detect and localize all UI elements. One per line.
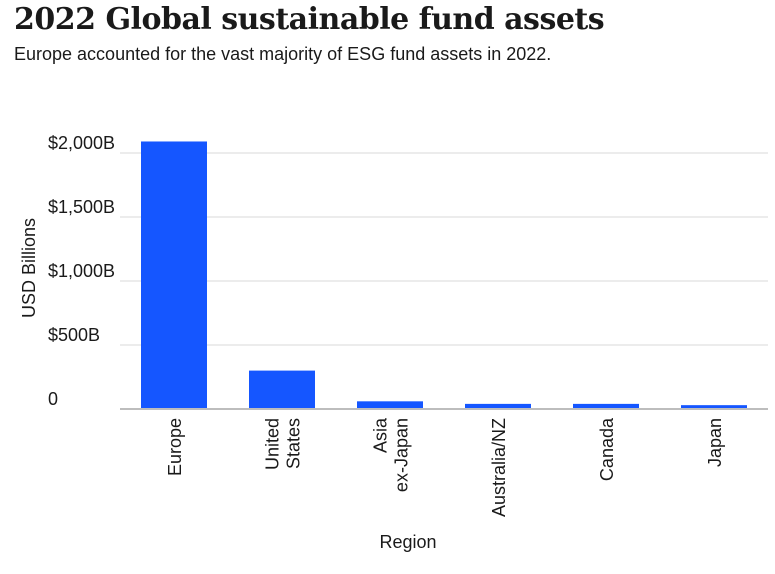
- chart-subtitle: Europe accounted for the vast majority o…: [14, 44, 552, 64]
- y-tick-labels: 0 $500B $1,000B $1,500B $2,000B: [48, 133, 115, 409]
- x-tick-label: United: [263, 418, 283, 470]
- x-tick-label: Asia: [371, 417, 391, 453]
- y-axis-label: USD Billions: [19, 218, 39, 318]
- x-tick-label: Japan: [705, 418, 725, 467]
- bar: [141, 141, 207, 410]
- bars: [141, 141, 747, 410]
- x-tick-labels: Europe United States Asia ex-Japan Australia/…: [165, 417, 725, 517]
- y-tick-label: $1,500B: [48, 197, 115, 217]
- bar: [573, 403, 639, 409]
- y-tick-label: $2,000B: [48, 133, 115, 153]
- chart-title: 2022 Global sustainable fund assets: [14, 2, 605, 37]
- x-tick-label: States: [284, 418, 304, 469]
- bar: [465, 403, 531, 409]
- x-axis-label: Region: [379, 532, 436, 552]
- x-tick-label: Australia/NZ: [489, 418, 509, 517]
- y-tick-label: $1,000B: [48, 261, 115, 281]
- bar: [249, 370, 315, 409]
- y-tick-label: $500B: [48, 325, 100, 345]
- gridlines: [120, 152, 768, 346]
- x-tick-label: ex-Japan: [392, 418, 412, 492]
- x-tick-label: Canada: [597, 417, 617, 481]
- x-tick-label: Europe: [165, 418, 185, 476]
- y-tick-label: 0: [48, 389, 58, 409]
- bar: [681, 405, 747, 409]
- bar: [357, 401, 423, 409]
